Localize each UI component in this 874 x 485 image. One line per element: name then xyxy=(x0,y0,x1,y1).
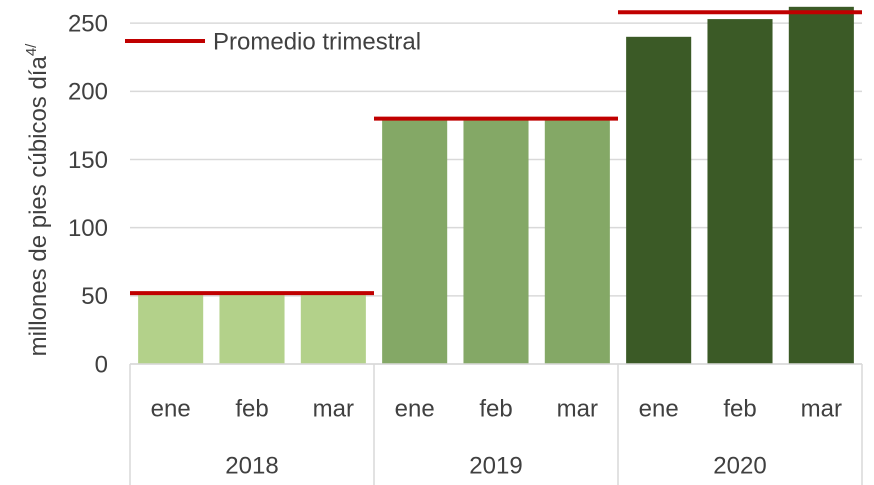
x-tick-label: mar xyxy=(557,395,598,422)
y-tick-label: 250 xyxy=(68,11,108,38)
group-label: 2018 xyxy=(225,452,278,479)
y-axis-label-text: millones de pies cúbicos día xyxy=(25,56,52,357)
bar xyxy=(300,293,366,364)
bar xyxy=(626,36,692,364)
legend-label: Promedio trimestral xyxy=(213,28,421,55)
y-axis-label-sup: 4/ xyxy=(23,43,40,56)
y-axis-label: millones de pies cúbicos día4/ xyxy=(23,43,52,357)
y-tick-label: 0 xyxy=(95,351,108,378)
group-label: 2019 xyxy=(469,452,522,479)
y-tick-label: 150 xyxy=(68,147,108,174)
x-tick-label: ene xyxy=(639,395,679,422)
x-tick-label: ene xyxy=(395,395,435,422)
x-tick-label: feb xyxy=(479,395,512,422)
bar xyxy=(138,293,204,364)
legend-bg xyxy=(209,26,479,58)
y-tick-label: 100 xyxy=(68,215,108,242)
bar xyxy=(544,118,610,364)
x-tick-label: mar xyxy=(313,395,354,422)
x-tick-label: ene xyxy=(151,395,191,422)
bar xyxy=(463,118,529,364)
x-tick-label: mar xyxy=(801,395,842,422)
x-tick-label: feb xyxy=(723,395,756,422)
group-label: 2020 xyxy=(713,452,766,479)
x-tick-label: feb xyxy=(235,395,268,422)
bar xyxy=(707,19,773,364)
y-tick-label: 50 xyxy=(81,283,108,310)
bar xyxy=(382,118,448,364)
y-tick-label: 200 xyxy=(68,79,108,106)
bar xyxy=(788,6,854,365)
bar xyxy=(219,293,285,364)
